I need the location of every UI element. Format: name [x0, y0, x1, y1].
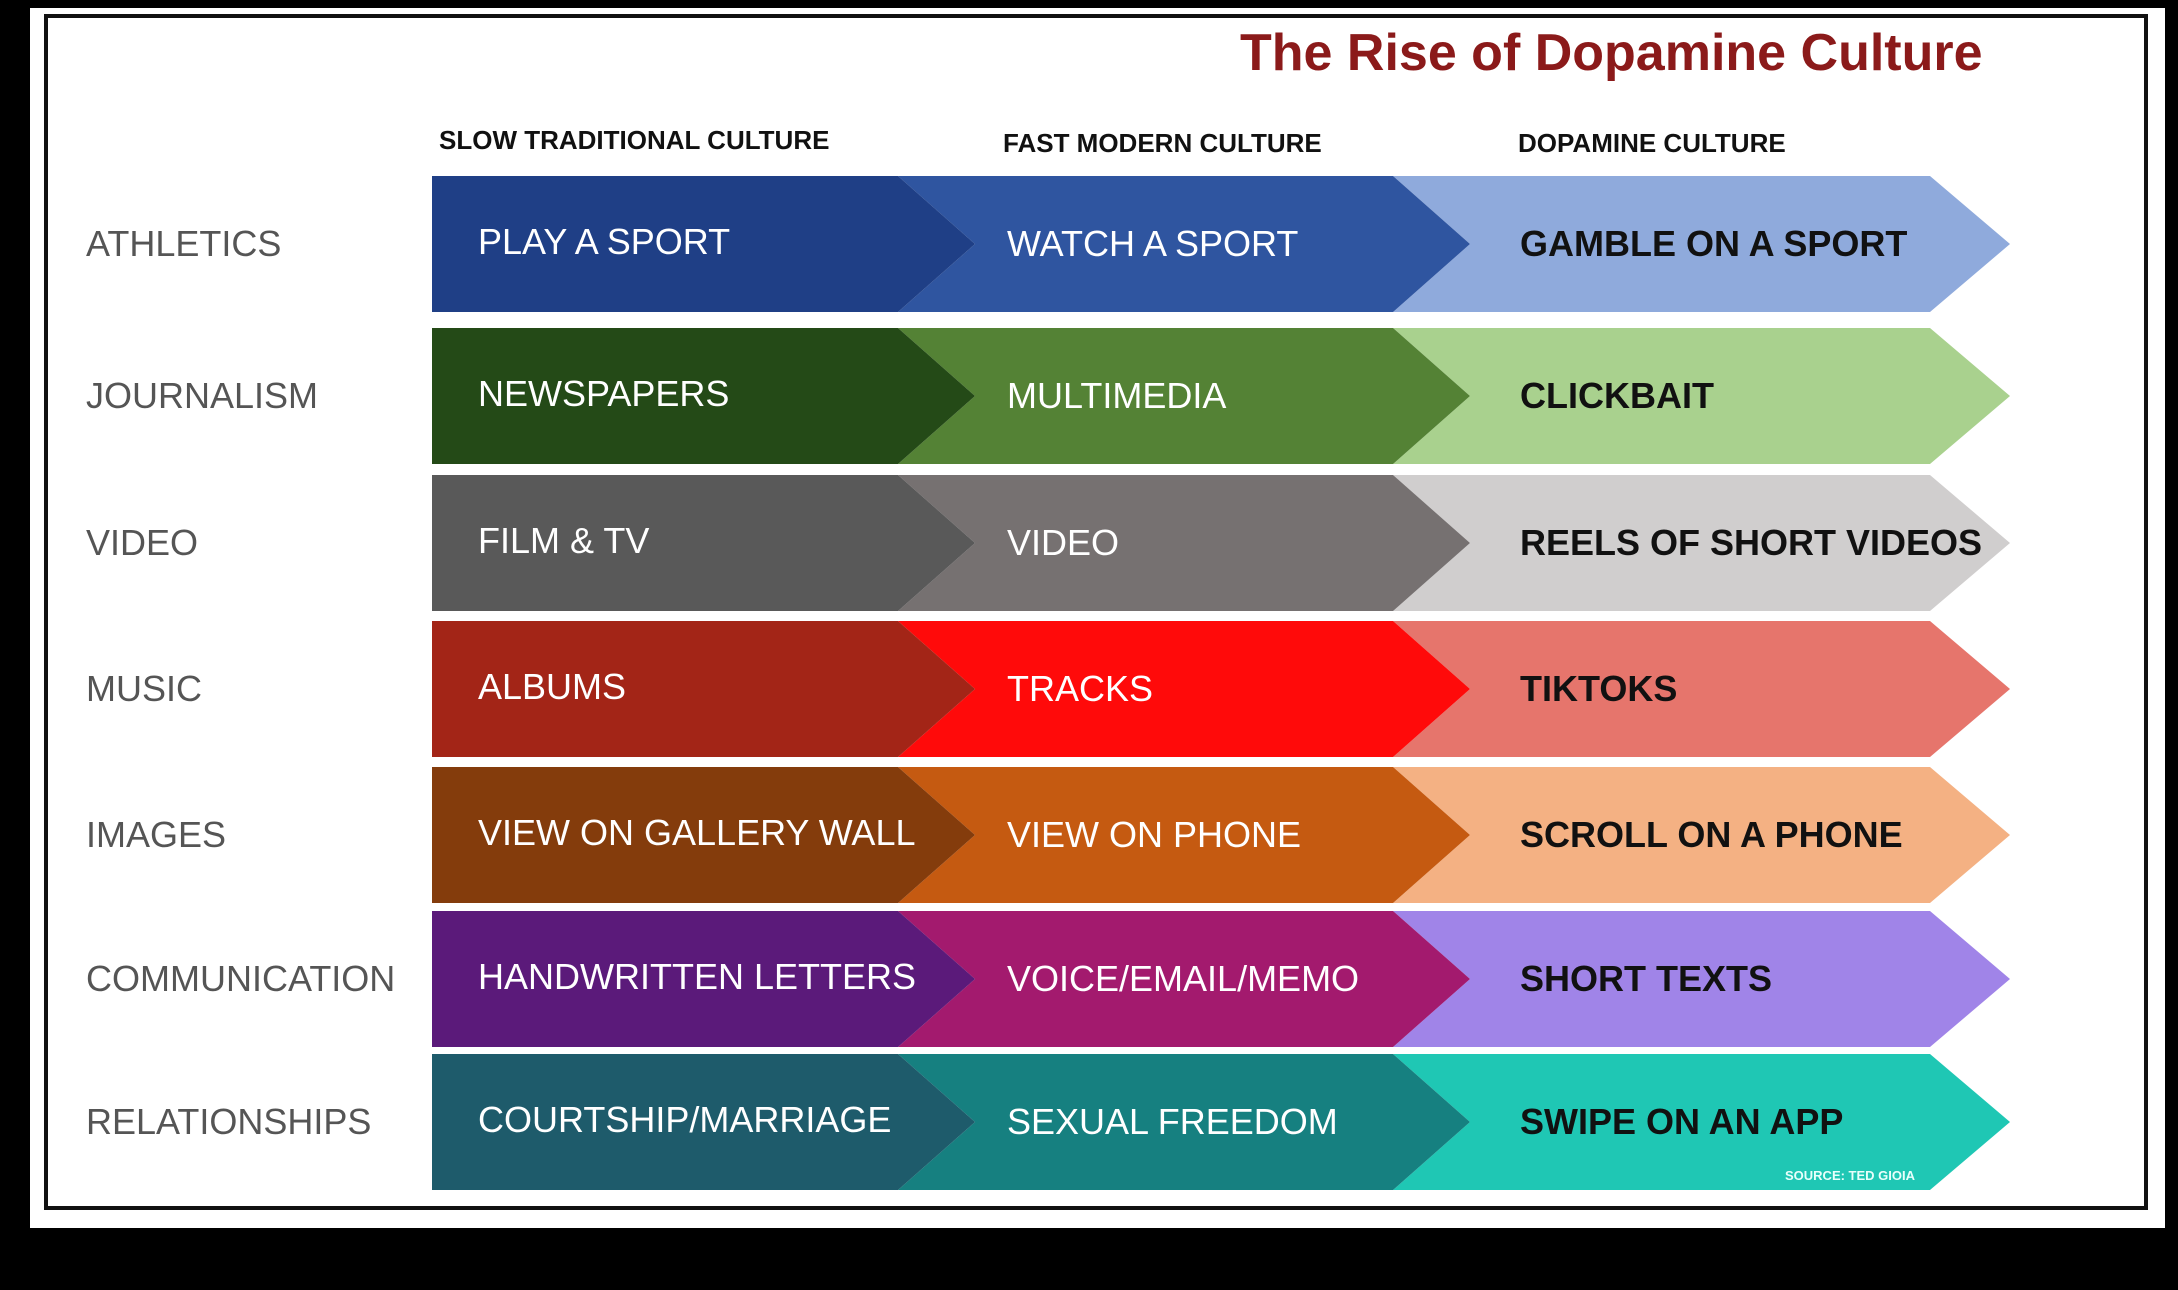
column-header-fast: FAST MODERN CULTURE — [1003, 128, 1322, 158]
row-journalism: JOURNALISM NEWSPAPERS MULTIMEDIA CLICKBAIT — [86, 328, 2010, 464]
row-label: RELATIONSHIPS — [86, 1101, 371, 1142]
cell-dopamine: CLICKBAIT — [1520, 375, 1714, 416]
column-header-slow: SLOW TRADITIONAL CULTURE — [439, 125, 829, 155]
cell-dopamine: SCROLL ON A PHONE — [1520, 814, 1903, 855]
frame-border — [44, 14, 2148, 1210]
chevron-dopamine — [1393, 911, 2010, 1047]
chevron-slow — [432, 1054, 975, 1190]
chevron-dopamine — [1393, 475, 2010, 611]
chevron-slow — [432, 328, 975, 464]
row-images: IMAGES VIEW ON GALLERY WALL VIEW ON PHONE S… — [86, 767, 2010, 903]
chevron-slow — [432, 911, 975, 1047]
source-credit: SOURCE: TED GIOIA — [1785, 1168, 1916, 1183]
chevron-dopamine — [1393, 621, 2010, 757]
chevron-dopamine — [1393, 767, 2010, 903]
cell-fast: VOICE/EMAIL/MEMO — [1007, 958, 1359, 999]
row-communication: COMMUNICATION HANDWRITTEN LETTERS VOICE/EM… — [86, 911, 2010, 1047]
row-label: ATHLETICS — [86, 223, 281, 264]
row-label: COMMUNICATION — [86, 958, 395, 999]
cell-slow: HANDWRITTEN LETTERS — [478, 956, 916, 997]
chevron-slow — [432, 767, 975, 903]
chevron-fast — [898, 328, 1470, 464]
cell-dopamine: REELS OF SHORT VIDEOS — [1520, 522, 1982, 563]
cell-dopamine: TIKTOKS — [1520, 668, 1677, 709]
row-label: MUSIC — [86, 668, 202, 709]
chevron-fast — [898, 1054, 1470, 1190]
row-music: MUSIC ALBUMS TRACKS TIKTOKS — [86, 621, 2010, 757]
cell-fast: MULTIMEDIA — [1007, 375, 1226, 416]
row-athletics: ATHLETICS PLAY A SPORT WATCH A SPORT GAMBLE… — [86, 176, 2010, 312]
page-title: The Rise of Dopamine Culture — [1240, 24, 1983, 82]
cell-slow: COURTSHIP/MARRIAGE — [478, 1099, 891, 1140]
row-label: VIDEO — [86, 522, 198, 563]
cell-fast: VIDEO — [1007, 522, 1119, 563]
chevron-fast — [898, 621, 1470, 757]
chevron-slow — [432, 176, 975, 312]
chevron-fast — [898, 475, 1470, 611]
cell-slow: VIEW ON GALLERY WALL — [478, 812, 915, 853]
cell-dopamine: GAMBLE ON A SPORT — [1520, 223, 1907, 264]
cell-slow: ALBUMS — [478, 666, 626, 707]
cell-dopamine: SHORT TEXTS — [1520, 958, 1772, 999]
cell-fast: SEXUAL FREEDOM — [1007, 1101, 1338, 1142]
row-video: VIDEO FILM & TV VIDEO REELS OF SHORT VIDEOS — [86, 475, 2010, 611]
chevron-slow — [432, 621, 975, 757]
chevron-fast — [898, 176, 1470, 312]
chevron-dopamine — [1393, 1054, 2010, 1190]
cell-slow: NEWSPAPERS — [478, 373, 729, 414]
chevron-fast — [898, 911, 1470, 1047]
chevron-dopamine — [1393, 176, 2010, 312]
cell-dopamine: SWIPE ON AN APP — [1520, 1101, 1843, 1142]
cell-fast: WATCH A SPORT — [1007, 223, 1298, 264]
row-label: IMAGES — [86, 814, 226, 855]
column-header-dopamine: DOPAMINE CULTURE — [1518, 128, 1786, 158]
cell-slow: FILM & TV — [478, 520, 649, 561]
row-label: JOURNALISM — [86, 375, 318, 416]
cell-fast: TRACKS — [1007, 668, 1153, 709]
chevron-fast — [898, 767, 1470, 903]
cell-fast: VIEW ON PHONE — [1007, 814, 1301, 855]
row-relationships: RELATIONSHIPS COURTSHIP/MARRIAGE SEXUAL FR… — [86, 1054, 2010, 1190]
chevron-dopamine — [1393, 328, 2010, 464]
cell-slow: PLAY A SPORT — [478, 221, 730, 262]
chevron-slow — [432, 475, 975, 611]
